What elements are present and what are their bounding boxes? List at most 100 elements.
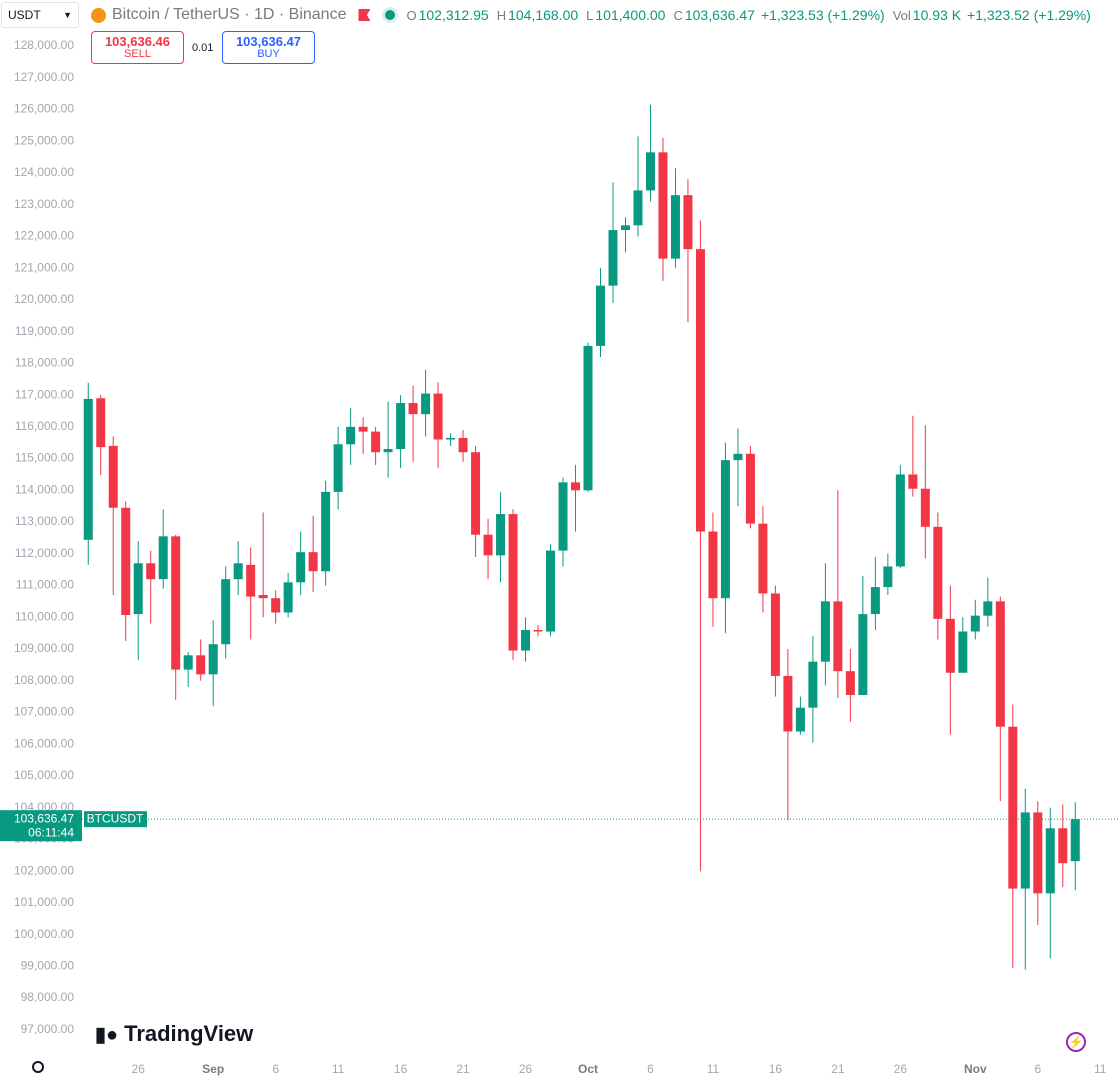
x-tick-label: Sep bbox=[202, 1062, 224, 1076]
y-tick-label: 127,000.00 bbox=[14, 70, 74, 84]
logo: ▮● TradingView bbox=[95, 1021, 254, 1046]
candle-body bbox=[820, 601, 830, 662]
y-tick-label: 107,000.00 bbox=[14, 705, 74, 719]
y-tick-label: 123,000.00 bbox=[14, 197, 74, 211]
candle-body bbox=[496, 514, 506, 556]
y-tick-label: 119,000.00 bbox=[15, 324, 74, 338]
candle-body bbox=[96, 398, 106, 448]
header: USDT ▼ Bitcoin / TetherUS · 1D · Binance … bbox=[0, 0, 1091, 30]
y-tick-label: 128,000.00 bbox=[14, 38, 74, 52]
candle-body bbox=[983, 601, 993, 616]
chevron: ▼ bbox=[63, 10, 72, 20]
coin-icon bbox=[91, 7, 106, 23]
candle-body bbox=[770, 593, 780, 676]
y-tick-label: 99,000.00 bbox=[21, 958, 75, 972]
candle-body bbox=[758, 523, 768, 594]
candle-body bbox=[408, 403, 418, 415]
candle-body bbox=[121, 507, 131, 616]
y-tick-label: 112,000.00 bbox=[15, 546, 74, 560]
y-tick-label: 113,000.00 bbox=[15, 514, 74, 528]
candle-body bbox=[958, 631, 968, 673]
symbol-label-box bbox=[84, 811, 147, 828]
x-tick-label: Nov bbox=[964, 1062, 987, 1076]
settings-icon[interactable] bbox=[32, 1061, 44, 1073]
candle-body bbox=[546, 550, 556, 632]
candle-body bbox=[308, 552, 318, 572]
y-tick-label: 125,000.00 bbox=[14, 133, 74, 147]
symbol-select-text: USDT bbox=[8, 8, 41, 22]
sell-text: SELL bbox=[124, 48, 151, 60]
close-value: 103,636.47 bbox=[684, 7, 755, 23]
candle-body bbox=[283, 582, 293, 613]
x-tick-label: 16 bbox=[394, 1062, 408, 1076]
candle-body bbox=[233, 563, 243, 580]
y-tick-label: 122,000.00 bbox=[14, 229, 74, 243]
volume-label: Vol bbox=[892, 7, 911, 23]
candle-body bbox=[645, 152, 655, 191]
change: +1,323.53 (+1.29%) bbox=[760, 7, 885, 23]
candle-body bbox=[258, 595, 268, 599]
candle-body bbox=[870, 587, 880, 615]
candle-body bbox=[271, 598, 281, 613]
y-tick-label: 108,000.00 bbox=[14, 673, 74, 687]
x-tick-label: 6 bbox=[647, 1062, 654, 1076]
candle-body bbox=[795, 707, 805, 732]
candle-body bbox=[883, 566, 893, 588]
candle-body bbox=[146, 563, 156, 580]
flag-icon[interactable] bbox=[358, 9, 371, 21]
candle-body bbox=[83, 398, 93, 540]
candle-body bbox=[158, 536, 168, 580]
candle-body bbox=[596, 285, 605, 346]
y-tick-label: 109,000.00 bbox=[14, 641, 74, 655]
symbol-select[interactable]: USDT ▼ bbox=[1, 2, 79, 28]
lightning-icon[interactable]: ⚡ bbox=[1066, 1032, 1086, 1052]
x-tick-label: 11 bbox=[1094, 1062, 1107, 1076]
candle-body bbox=[745, 453, 755, 524]
candle-body bbox=[221, 579, 231, 645]
volume-change: +1,323.52 (+1.29%) bbox=[967, 7, 1091, 23]
buy-button[interactable]: 103,636.47 BUY bbox=[222, 31, 315, 64]
y-tick-label: 115,000.00 bbox=[15, 451, 74, 465]
y-tick-label: 100,000.00 bbox=[14, 927, 74, 941]
y-tick-label: 98,000.00 bbox=[21, 990, 75, 1004]
candle-body bbox=[633, 190, 643, 226]
candle-body bbox=[1045, 828, 1055, 894]
y-tick-label: 114,000.00 bbox=[15, 482, 74, 496]
candle-body bbox=[733, 453, 743, 461]
sell-button[interactable]: 103,636.46 SELL bbox=[91, 31, 184, 64]
price-label-box bbox=[0, 810, 82, 842]
candle-body bbox=[471, 452, 481, 535]
x-tick-label: 11 bbox=[707, 1062, 720, 1076]
candle-body bbox=[508, 514, 518, 651]
y-tick-label: 106,000.00 bbox=[14, 736, 74, 750]
candle-body bbox=[521, 629, 531, 651]
y-tick-label: 105,000.00 bbox=[14, 768, 74, 782]
y-tick-label: 126,000.00 bbox=[14, 102, 74, 116]
y-tick-label: 97,000.00 bbox=[21, 1022, 75, 1036]
candle-body bbox=[858, 614, 868, 695]
candle-body bbox=[608, 230, 618, 286]
countdown-label: 06:11:44 bbox=[28, 825, 74, 839]
logo-text: TradingView bbox=[124, 1021, 254, 1046]
candle-body bbox=[483, 534, 493, 556]
candle-body bbox=[333, 444, 343, 492]
low-label: L bbox=[586, 7, 594, 23]
candle-body bbox=[371, 431, 381, 453]
y-tick-label: 102,000.00 bbox=[14, 863, 74, 877]
candle-body bbox=[658, 152, 668, 259]
x-tick-label: 6 bbox=[272, 1062, 279, 1076]
candle-body bbox=[908, 474, 918, 489]
candle-body bbox=[920, 488, 930, 527]
candle-body bbox=[845, 671, 855, 695]
candle-body bbox=[571, 482, 581, 491]
x-tick-label: 26 bbox=[132, 1062, 146, 1076]
candle-body bbox=[1070, 819, 1080, 862]
x-tick-label: 21 bbox=[831, 1062, 845, 1076]
candle-body bbox=[433, 393, 443, 440]
candle-body bbox=[133, 563, 143, 615]
candle-body bbox=[945, 618, 955, 673]
candle-body bbox=[296, 552, 306, 583]
buy-text: BUY bbox=[257, 48, 280, 60]
